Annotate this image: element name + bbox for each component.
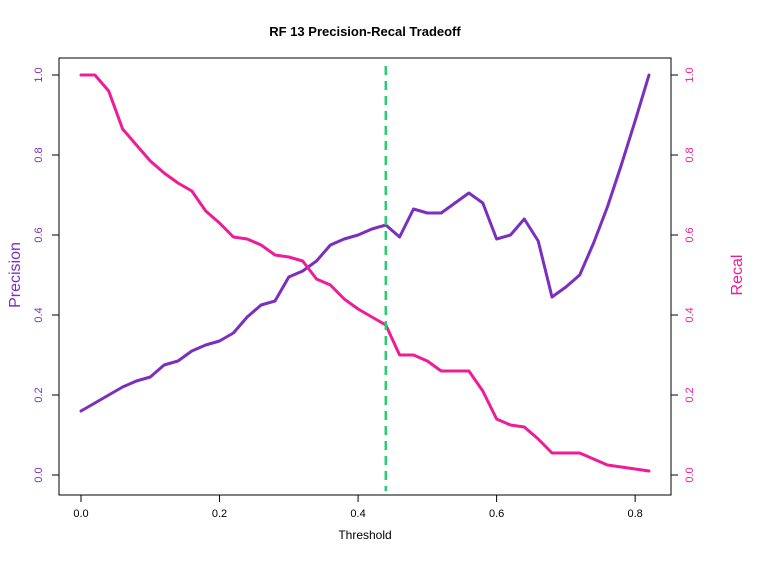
y-tick-label-left: 0.6: [33, 227, 45, 242]
y-tick-label-right: 0.0: [684, 467, 696, 482]
x-tick-label: 0.6: [489, 508, 504, 520]
y-tick-label-right: 0.8: [684, 147, 696, 162]
y-tick-label-left: 1.0: [33, 67, 45, 82]
y-axis-precision: 0.0 0.2 0.4 0.6 0.8 1.0: [33, 67, 60, 483]
y-tick-label-right: 0.6: [684, 227, 696, 242]
y-tick-label-left: 0.8: [33, 147, 45, 162]
series-layer: [79, 73, 651, 473]
y-tick-label-left: 0.4: [33, 307, 45, 322]
y-tick-label-right: 0.2: [684, 387, 696, 402]
y-axis-recall: 0.0 0.2 0.4 0.6 0.8 1.0: [670, 67, 696, 483]
y-tick-label-right: 1.0: [684, 67, 696, 82]
chart-title: RF 13 Precision-Recal Tradeoff: [269, 24, 461, 39]
y-axis-label-recall: Recal: [729, 255, 746, 296]
precision-series-line: [79, 73, 651, 413]
x-tick-label: 0.0: [73, 508, 88, 520]
y-tick-label-right: 0.4: [684, 307, 696, 322]
x-tick-label: 0.8: [627, 508, 642, 520]
x-axis-label: Threshold: [338, 528, 391, 542]
recall-series-line: [79, 73, 651, 473]
y-tick-label-left: 0.0: [33, 467, 45, 482]
x-tick-label: 0.4: [350, 508, 365, 520]
y-tick-label-left: 0.2: [33, 387, 45, 402]
x-axis: 0.0 0.2 0.4 0.6 0.8: [73, 494, 643, 520]
y-axis-label-precision: Precision: [7, 242, 24, 308]
x-tick-label: 0.2: [212, 508, 227, 520]
